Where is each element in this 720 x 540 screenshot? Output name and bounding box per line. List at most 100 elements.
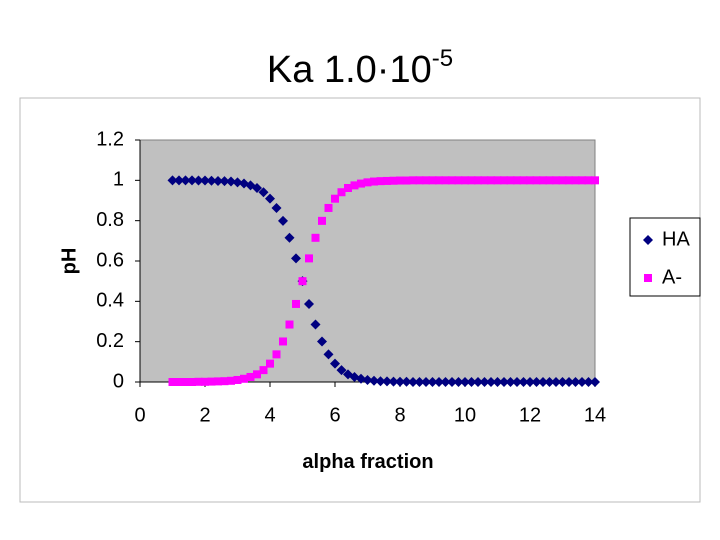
data-point bbox=[544, 377, 555, 387]
data-point bbox=[324, 203, 333, 212]
legend-box bbox=[629, 217, 701, 297]
data-point bbox=[174, 175, 184, 186]
data-point bbox=[383, 176, 391, 185]
data-point bbox=[252, 182, 262, 193]
y-axis-label: pH bbox=[58, 248, 80, 275]
data-point bbox=[271, 202, 282, 213]
data-point bbox=[193, 175, 204, 186]
y-tick-label: 0.8 bbox=[96, 209, 124, 231]
data-point bbox=[461, 176, 469, 185]
data-point bbox=[246, 372, 255, 381]
data-point bbox=[435, 176, 443, 185]
data-point bbox=[214, 377, 222, 386]
data-point bbox=[298, 277, 307, 286]
data-point bbox=[428, 176, 437, 185]
data-point bbox=[518, 377, 529, 387]
y-tick-label: 0.6 bbox=[96, 249, 124, 271]
data-point bbox=[408, 377, 418, 387]
data-point bbox=[583, 377, 594, 387]
data-point bbox=[448, 176, 456, 185]
data-point bbox=[310, 319, 321, 330]
data-point bbox=[531, 377, 542, 387]
data-point bbox=[284, 232, 295, 243]
data-point bbox=[519, 176, 528, 185]
data-point bbox=[414, 377, 425, 387]
data-point bbox=[375, 376, 386, 387]
data-point bbox=[233, 375, 242, 384]
data-point bbox=[591, 176, 599, 185]
x-axis-label: alpha fraction bbox=[302, 451, 433, 473]
data-point bbox=[187, 175, 197, 186]
data-point bbox=[570, 377, 581, 387]
data-point bbox=[557, 377, 568, 387]
data-point bbox=[253, 370, 261, 379]
data-point bbox=[206, 175, 217, 186]
data-point bbox=[344, 183, 352, 192]
x-tick-label: 12 bbox=[519, 404, 541, 426]
data-point bbox=[427, 377, 438, 387]
data-point bbox=[460, 377, 470, 387]
data-point bbox=[545, 176, 554, 185]
data-point bbox=[330, 358, 340, 369]
data-point bbox=[447, 377, 457, 387]
y-tick-label: 0.2 bbox=[96, 330, 124, 352]
y-tick-label: 0.4 bbox=[96, 290, 124, 312]
x-tick-label: 6 bbox=[329, 404, 340, 426]
data-point bbox=[258, 187, 269, 198]
data-point bbox=[500, 176, 508, 185]
data-point bbox=[454, 176, 463, 185]
legend-label: A- bbox=[662, 266, 682, 288]
data-point bbox=[291, 253, 301, 264]
data-point bbox=[304, 298, 314, 309]
data-point bbox=[220, 377, 229, 386]
data-point bbox=[480, 176, 489, 185]
x-tick-label: 10 bbox=[454, 404, 476, 426]
y-tick-label: 1 bbox=[113, 169, 124, 191]
y-tick-label: 1.2 bbox=[96, 128, 124, 150]
x-tick-label: 2 bbox=[199, 404, 210, 426]
data-point bbox=[479, 377, 490, 387]
data-point bbox=[467, 176, 476, 185]
data-point bbox=[363, 178, 372, 187]
data-point bbox=[564, 377, 574, 387]
data-point bbox=[382, 376, 392, 387]
data-point bbox=[422, 176, 430, 185]
data-point bbox=[356, 373, 366, 384]
data-point bbox=[434, 377, 444, 387]
data-point bbox=[421, 377, 431, 387]
data-point bbox=[168, 378, 177, 386]
data-point bbox=[486, 377, 496, 387]
data-point bbox=[402, 176, 411, 185]
data-point bbox=[227, 376, 235, 385]
data-point bbox=[337, 188, 346, 197]
data-point bbox=[525, 377, 535, 387]
data-point bbox=[213, 175, 223, 186]
data-point bbox=[551, 377, 561, 387]
title-main: Ka 1.0·10 bbox=[267, 49, 432, 91]
data-point bbox=[207, 377, 216, 386]
data-point bbox=[201, 377, 209, 386]
data-point bbox=[175, 378, 183, 386]
legend-marker bbox=[644, 274, 652, 282]
data-point bbox=[441, 176, 450, 185]
data-point bbox=[539, 176, 547, 185]
data-point bbox=[395, 376, 405, 387]
x-tick-label: 14 bbox=[584, 404, 606, 426]
data-point bbox=[493, 176, 502, 185]
data-point bbox=[278, 215, 288, 226]
data-point bbox=[473, 377, 483, 387]
data-point bbox=[584, 176, 593, 185]
data-point bbox=[292, 299, 300, 308]
title-superscript: -5 bbox=[432, 45, 453, 72]
data-point bbox=[369, 375, 379, 386]
data-point bbox=[180, 175, 191, 186]
data-point bbox=[558, 176, 567, 185]
data-point bbox=[357, 179, 365, 188]
data-point bbox=[409, 176, 417, 185]
plot-background bbox=[139, 139, 596, 383]
data-point bbox=[578, 176, 586, 185]
data-point bbox=[506, 176, 515, 185]
data-point bbox=[167, 175, 178, 186]
data-point bbox=[265, 193, 275, 204]
data-point bbox=[200, 175, 210, 186]
